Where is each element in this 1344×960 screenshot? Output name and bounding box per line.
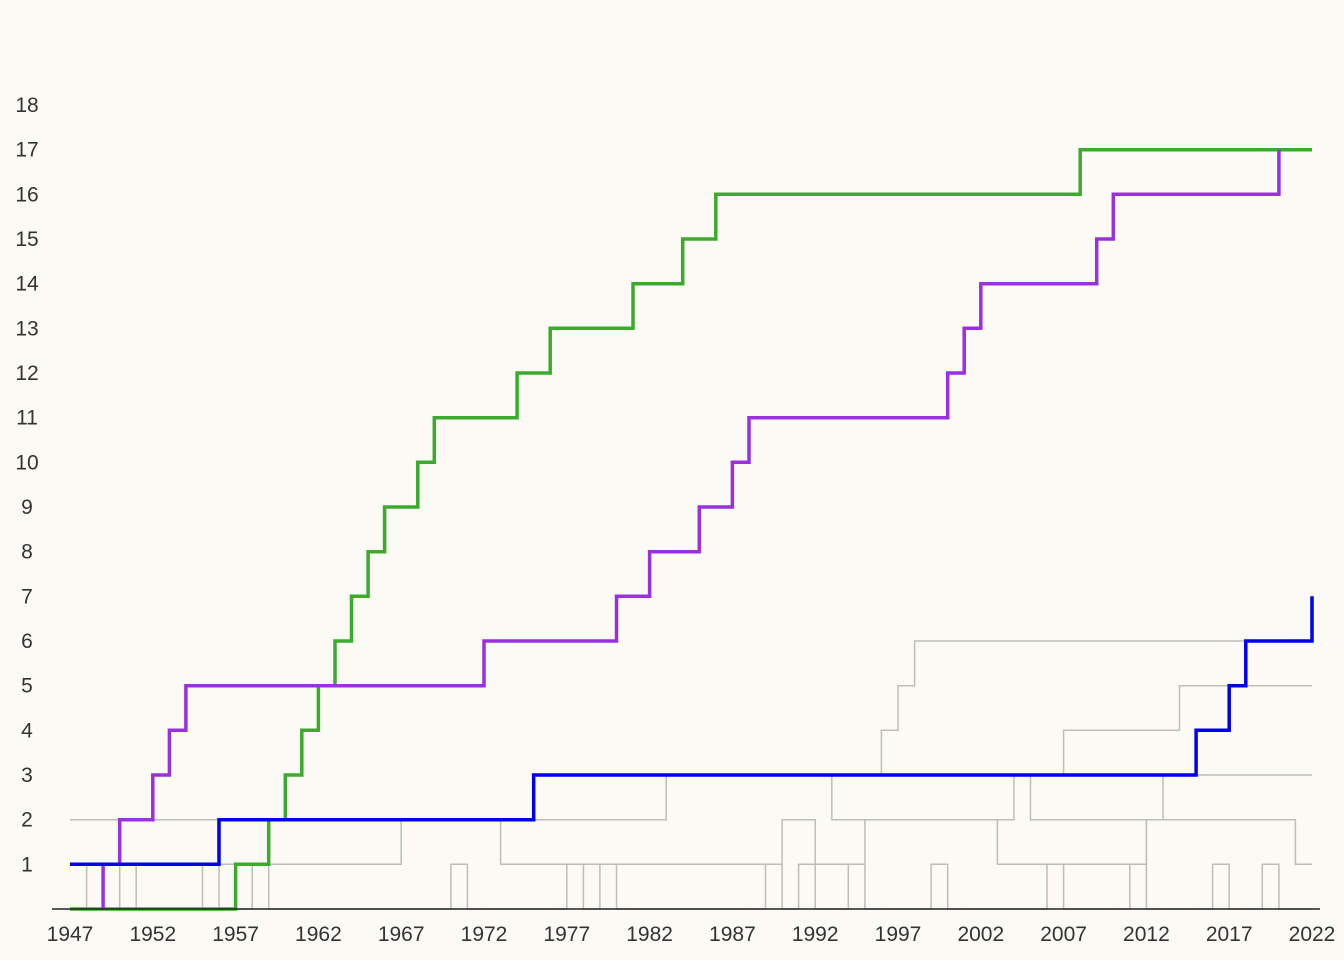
y-tick-label: 17 <box>15 139 38 162</box>
series-line-7 <box>70 596 1314 867</box>
x-tick-label: 2007 <box>1040 923 1087 946</box>
x-tick-label: 1952 <box>129 923 176 946</box>
y-tick-label: 2 <box>21 809 33 832</box>
series-layer <box>70 147 1314 911</box>
x-tick-label: 1997 <box>875 923 922 946</box>
x-tick-label: 1967 <box>378 923 425 946</box>
y-tick-label: 12 <box>15 362 38 385</box>
series-line-5 <box>70 147 1312 911</box>
x-tick-label: 1987 <box>709 923 756 946</box>
y-tick-label: 18 <box>15 94 38 117</box>
y-tick-label: 16 <box>15 183 38 206</box>
x-tick-label: 1982 <box>626 923 673 946</box>
x-tick-label: 1962 <box>295 923 342 946</box>
series-line-6 <box>101 149 1281 909</box>
x-tick-label: 1972 <box>461 923 508 946</box>
y-tick-label: 14 <box>15 273 39 296</box>
x-tick-label: 2017 <box>1206 923 1253 946</box>
series-line-2 <box>70 774 1312 821</box>
x-tick-label: 2012 <box>1123 923 1170 946</box>
y-tick-label: 4 <box>21 719 33 742</box>
x-tick-label: 1977 <box>543 923 590 946</box>
y-tick-label: 6 <box>21 630 33 653</box>
y-tick-label: 11 <box>16 407 38 430</box>
x-tick-label: 1992 <box>792 923 839 946</box>
x-tick-label: 1947 <box>47 923 94 946</box>
x-tick-label: 1957 <box>212 923 259 946</box>
y-tick-label: 3 <box>21 764 33 787</box>
y-tick-label: 1 <box>21 853 33 876</box>
x-tick-label: 2022 <box>1289 923 1336 946</box>
y-tick-label: 10 <box>15 451 38 474</box>
x-tick-labels: 1947 1952 1957 1962 1967 1972 1977 1982 1987 1992… <box>47 923 1336 946</box>
y-tick-label: 9 <box>21 496 33 519</box>
series-line-3 <box>880 640 1312 775</box>
y-tick-label: 13 <box>15 317 38 340</box>
y-tick-label: 7 <box>21 585 33 608</box>
y-tick-label: 8 <box>21 541 33 564</box>
x-tick-label: 2002 <box>957 923 1004 946</box>
series-line-4 <box>1062 684 1312 775</box>
y-tick-label: 5 <box>21 675 33 698</box>
y-tick-label: 15 <box>15 228 38 251</box>
